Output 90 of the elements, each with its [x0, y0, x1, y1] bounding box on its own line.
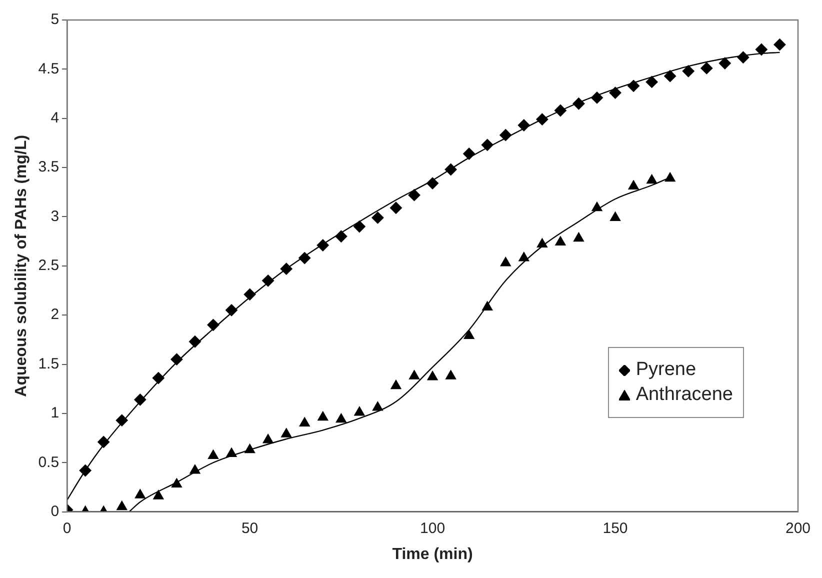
y-tick-label: 0	[50, 502, 60, 520]
point	[610, 212, 621, 221]
y-tick-label: 4	[50, 110, 60, 126]
point	[463, 148, 476, 160]
x-tick-label: 100	[420, 520, 446, 537]
x-tick-label: 200	[785, 520, 811, 537]
point	[628, 180, 639, 190]
y-tick-label: 5	[50, 11, 60, 28]
point	[316, 239, 329, 252]
point	[518, 252, 530, 262]
point	[682, 65, 694, 78]
point	[318, 411, 328, 421]
point	[79, 464, 92, 476]
y-tick-label: 1.5	[38, 355, 60, 372]
point	[372, 402, 383, 411]
y-tick-label: 2	[50, 306, 60, 324]
point	[262, 434, 274, 444]
point	[226, 304, 238, 316]
point	[426, 177, 439, 190]
point	[354, 406, 365, 416]
point	[592, 202, 602, 212]
point	[153, 490, 164, 500]
point	[646, 76, 658, 88]
point	[116, 500, 128, 510]
point	[481, 138, 494, 151]
point	[244, 288, 256, 300]
point	[262, 274, 274, 287]
y-tick-label: 2.5	[38, 257, 60, 274]
point	[573, 232, 584, 242]
y-tick-label: 4.5	[38, 60, 60, 78]
point	[134, 489, 146, 498]
point	[464, 330, 474, 339]
point	[590, 92, 603, 104]
point	[700, 62, 713, 74]
point	[190, 464, 200, 474]
point	[244, 444, 256, 454]
point	[336, 413, 346, 423]
y-axis-title: Aqueous solubility of PAHs (mg/L)	[13, 134, 30, 397]
point	[646, 174, 658, 184]
x-tick-label: 50	[241, 520, 258, 537]
point	[737, 51, 750, 64]
point	[609, 86, 622, 99]
point	[500, 256, 511, 266]
point	[427, 371, 438, 380]
point	[500, 129, 512, 142]
point	[718, 57, 731, 70]
point	[482, 301, 493, 310]
point	[335, 230, 348, 242]
point	[518, 119, 530, 132]
point	[281, 428, 292, 438]
point	[207, 318, 220, 331]
point	[446, 370, 456, 380]
point	[208, 450, 219, 459]
point	[298, 252, 311, 264]
point	[390, 202, 402, 214]
point	[536, 238, 548, 248]
point	[372, 212, 384, 224]
point	[628, 80, 640, 92]
point	[555, 236, 566, 246]
point	[134, 394, 146, 406]
point	[664, 172, 676, 182]
point	[280, 262, 292, 275]
point	[98, 436, 110, 448]
y-tick-label: 0.5	[38, 454, 60, 471]
x-tick-label: 150	[602, 520, 628, 537]
point	[408, 189, 420, 202]
point	[353, 220, 366, 233]
legend-label: Pyrene	[636, 359, 696, 381]
x-axis-title: Time (min)	[392, 546, 473, 563]
point	[152, 372, 164, 384]
point	[226, 448, 237, 458]
x-tick-label: 0	[62, 520, 72, 537]
y-tick-label: 1	[50, 404, 60, 422]
point	[554, 104, 566, 116]
point	[171, 478, 182, 488]
point	[408, 370, 420, 380]
point	[664, 70, 676, 82]
point	[299, 417, 310, 427]
point	[755, 44, 768, 56]
legend-label: Anthracene	[636, 384, 733, 406]
y-tick-label: 3	[50, 208, 60, 225]
point	[572, 98, 585, 110]
point	[188, 336, 201, 348]
point	[116, 414, 128, 426]
point	[170, 353, 183, 366]
point	[444, 164, 457, 176]
y-tick-label: 3.5	[38, 158, 60, 176]
point	[390, 380, 402, 390]
point	[774, 38, 786, 51]
point	[536, 113, 548, 126]
